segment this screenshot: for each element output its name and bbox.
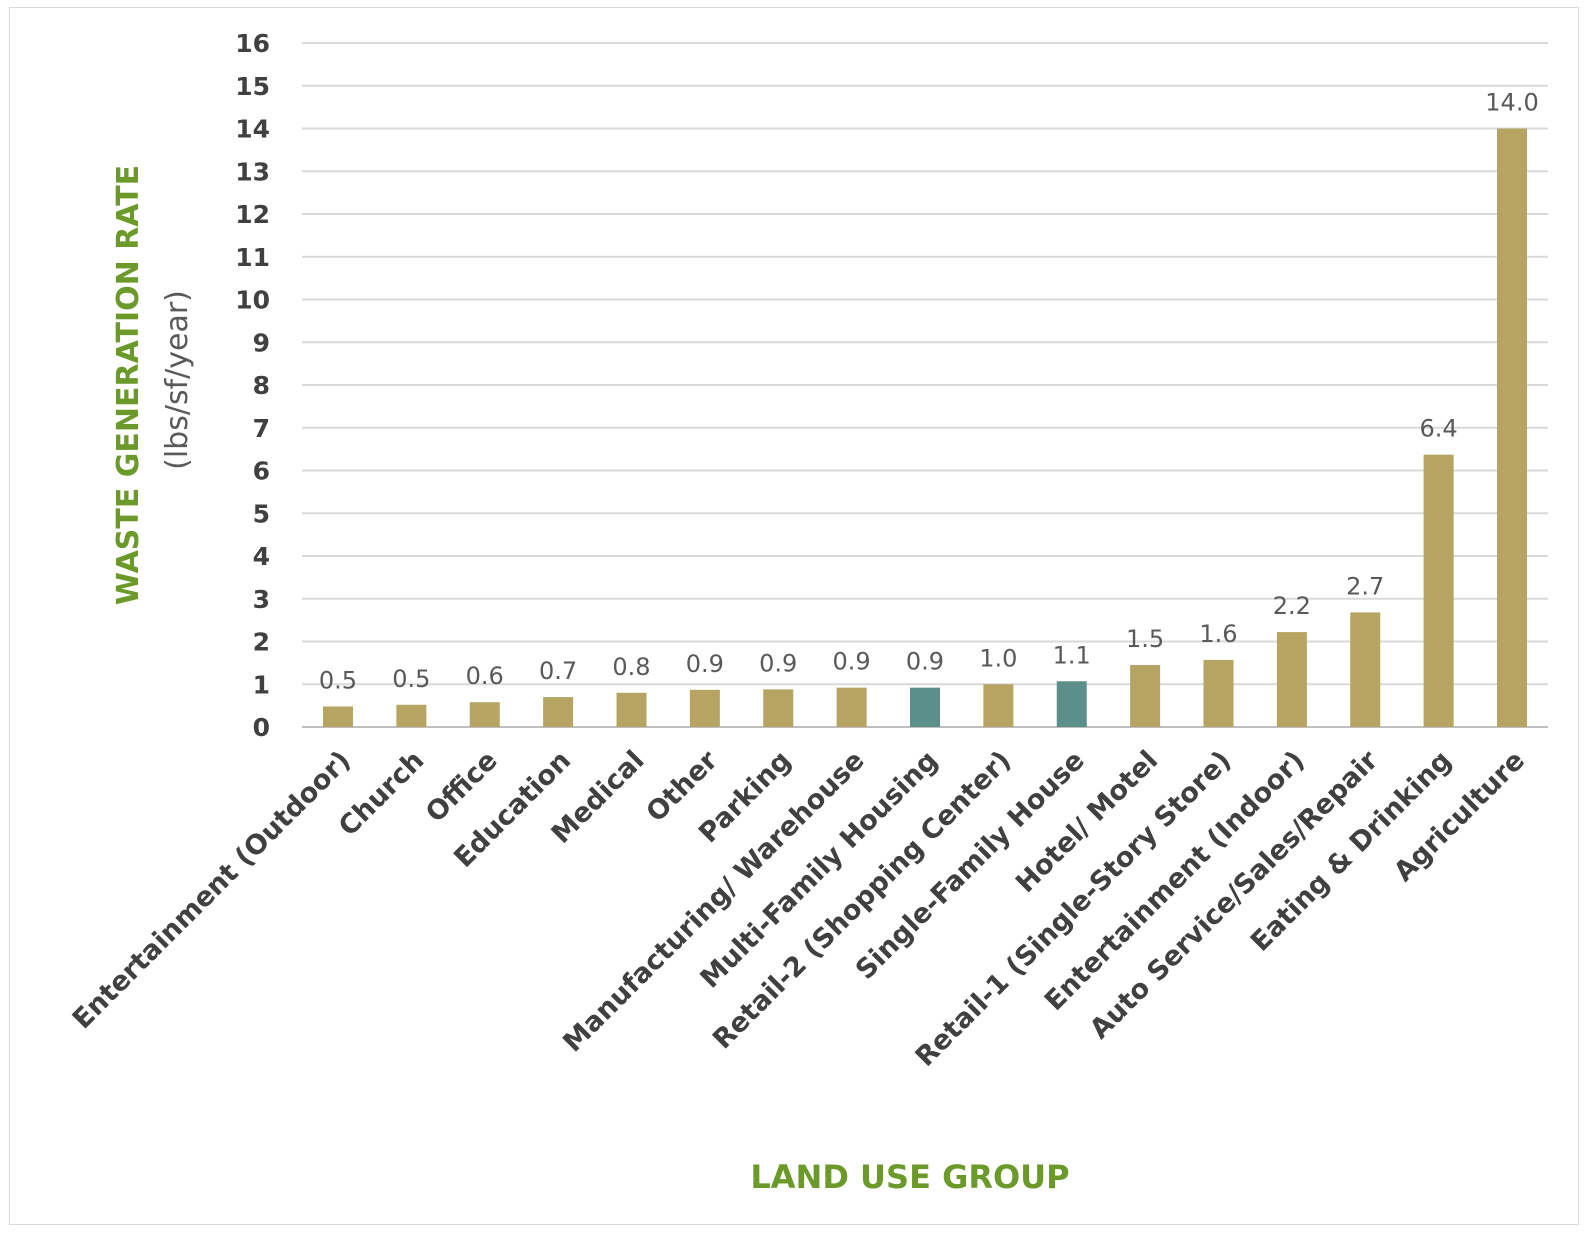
bar bbox=[396, 704, 427, 727]
data-label: 0.5 bbox=[392, 665, 430, 693]
x-tick-label: Entertainment (Outdoor) bbox=[67, 745, 357, 1035]
y-tick-label: 2 bbox=[253, 628, 270, 657]
y-tick-label: 12 bbox=[235, 200, 270, 229]
y-tick-label: 14 bbox=[235, 115, 270, 144]
data-label: 0.9 bbox=[686, 650, 724, 678]
data-label: 1.5 bbox=[1126, 625, 1164, 653]
y-tick-label: 7 bbox=[253, 414, 270, 443]
bar bbox=[1056, 681, 1087, 727]
bar bbox=[1350, 612, 1381, 727]
y-axis-unit-text: (lbs/sf/year) bbox=[160, 290, 195, 470]
data-label: 0.9 bbox=[833, 648, 871, 676]
bar bbox=[1203, 659, 1234, 727]
bar bbox=[1130, 665, 1161, 727]
data-label: 1.0 bbox=[979, 644, 1017, 672]
data-label: 0.6 bbox=[466, 662, 504, 690]
chart-frame bbox=[9, 7, 1579, 1225]
bar bbox=[689, 689, 720, 727]
x-axis-title: LAND USE GROUP bbox=[750, 1158, 1069, 1196]
y-axis-title-text: WASTE GENERATION RATE bbox=[111, 165, 146, 605]
y-tick-label: 15 bbox=[235, 72, 270, 101]
bar bbox=[836, 687, 867, 727]
bars bbox=[323, 128, 1527, 727]
y-tick-label: 8 bbox=[253, 371, 270, 400]
bar bbox=[323, 706, 353, 727]
data-label: 0.9 bbox=[759, 649, 797, 677]
y-tick-label: 3 bbox=[253, 585, 270, 614]
y-tick-label: 9 bbox=[253, 328, 270, 357]
y-tick-label: 16 bbox=[235, 29, 270, 58]
bar bbox=[469, 702, 500, 727]
bar bbox=[983, 684, 1014, 727]
y-tick-label: 6 bbox=[253, 457, 270, 486]
x-tick-label: Agriculture bbox=[1388, 745, 1531, 888]
data-label: 0.9 bbox=[906, 648, 944, 676]
data-label: 14.0 bbox=[1485, 89, 1538, 117]
y-tick-label: 10 bbox=[235, 286, 270, 315]
bar bbox=[763, 689, 794, 727]
data-label: 6.4 bbox=[1420, 415, 1458, 443]
bar bbox=[1423, 454, 1454, 727]
bar bbox=[1276, 632, 1307, 727]
y-tick-label: 4 bbox=[253, 542, 270, 571]
gridlines bbox=[302, 42, 1548, 728]
x-axis-category-labels: Entertainment (Outdoor)ChurchOfficeEduca… bbox=[67, 745, 1531, 1073]
bar bbox=[543, 697, 574, 727]
data-labels: 0.5 0.5 0.6 0.7 0.8 0.9 0.9 0.9 0.9 1.0 1.1 1.5 1.6 2… bbox=[319, 89, 1539, 695]
y-tick-label: 0 bbox=[253, 713, 270, 742]
y-tick-label: 1 bbox=[253, 670, 270, 699]
data-label: 0.7 bbox=[539, 657, 577, 685]
data-label: 2.2 bbox=[1273, 592, 1311, 620]
data-label: 1.1 bbox=[1053, 641, 1091, 669]
bar bbox=[616, 692, 647, 727]
y-tick-label: 5 bbox=[253, 499, 270, 528]
data-label: 0.8 bbox=[612, 653, 650, 681]
bar bbox=[910, 687, 940, 727]
bar bbox=[1497, 128, 1527, 727]
y-axis-unit: (lbs/sf/year) bbox=[160, 290, 195, 470]
data-label: 0.5 bbox=[319, 666, 357, 694]
data-label: 2.7 bbox=[1346, 572, 1384, 600]
data-label: 1.6 bbox=[1199, 620, 1237, 648]
y-axis-title: WASTE GENERATION RATE bbox=[111, 165, 146, 605]
y-tick-label: 11 bbox=[235, 243, 270, 272]
y-tick-label: 13 bbox=[235, 157, 270, 186]
